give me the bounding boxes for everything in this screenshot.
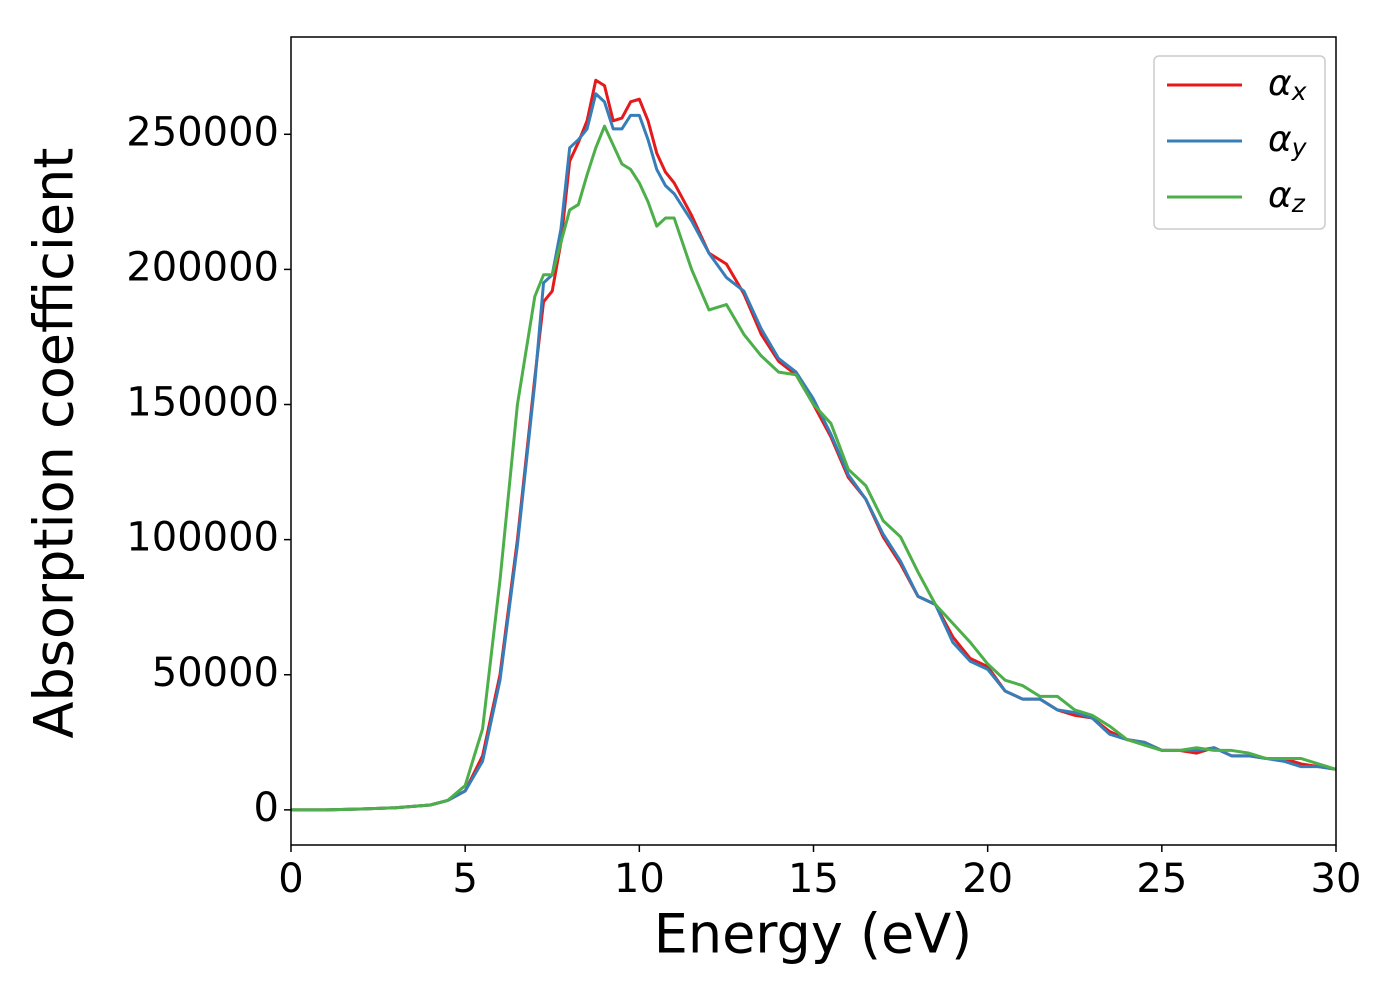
series-line — [291, 92, 1336, 812]
y-tick-label: 0 — [254, 785, 279, 831]
plot-frame — [290, 36, 1337, 846]
y-tick-label: 200000 — [126, 244, 279, 290]
legend-label: αz — [1268, 175, 1306, 218]
x-axis-label: Energy (eV) — [654, 903, 973, 966]
x-tick-label: 5 — [452, 856, 477, 902]
legend-label: αx — [1268, 63, 1307, 106]
x-tick-label: 0 — [278, 856, 303, 902]
y-tick-label: 50000 — [152, 650, 279, 696]
x-tick-label: 30 — [1311, 856, 1362, 902]
x-tick-label: 10 — [614, 856, 665, 902]
x-tick-label: 15 — [788, 856, 839, 902]
y-tick-label: 250000 — [126, 109, 279, 155]
x-tick-label: 25 — [1136, 856, 1187, 902]
legend-label: αy — [1268, 119, 1308, 162]
y-axis-label: Absorption coefficient — [23, 148, 86, 739]
y-tick-label: 150000 — [126, 380, 279, 426]
y-tick-label: 100000 — [126, 515, 279, 561]
series-line — [291, 124, 1336, 812]
x-tick-label: 20 — [962, 856, 1013, 902]
